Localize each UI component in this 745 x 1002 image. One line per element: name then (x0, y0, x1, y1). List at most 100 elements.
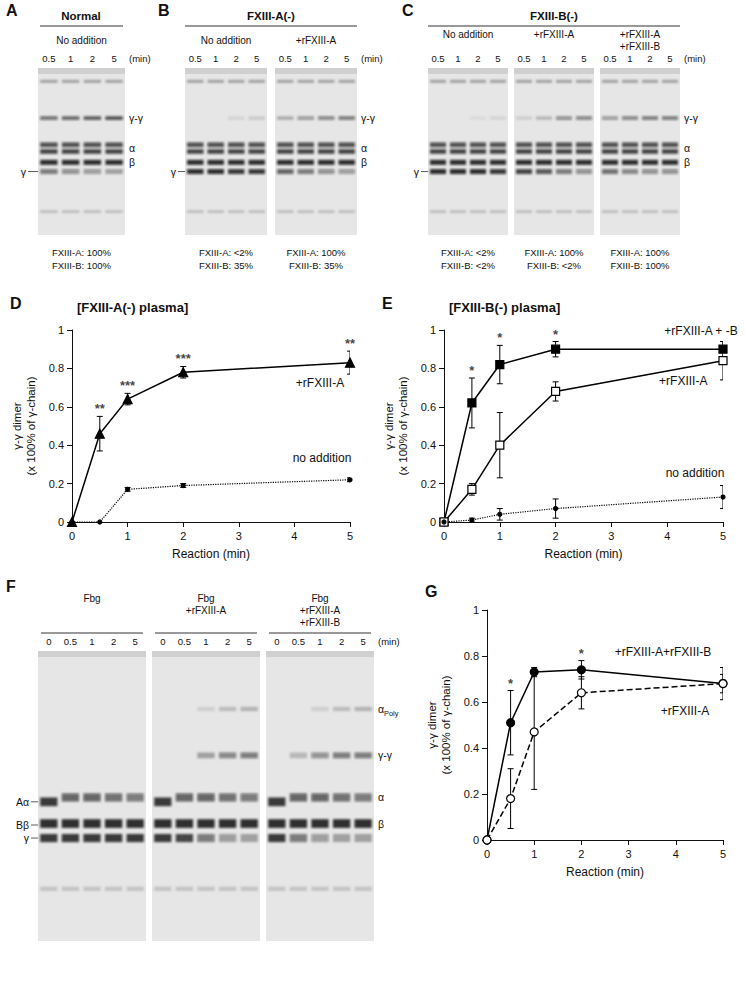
svg-text:γ-γ: γ-γ (684, 112, 699, 124)
svg-text:FXIII-A(-): FXIII-A(-) (247, 10, 295, 22)
svg-text:no addition: no addition (666, 466, 725, 480)
svg-text:0.6: 0.6 (49, 401, 64, 413)
svg-text:5: 5 (361, 636, 366, 647)
svg-text:0.5: 0.5 (279, 53, 292, 64)
svg-text:2: 2 (561, 53, 566, 64)
svg-text:2: 2 (553, 530, 559, 542)
svg-text:γ: γ (24, 832, 30, 844)
svg-text:1: 1 (455, 53, 460, 64)
svg-text:1: 1 (58, 324, 64, 336)
svg-text:5: 5 (495, 53, 500, 64)
svg-text:β: β (129, 156, 135, 168)
svg-text:*: * (553, 327, 559, 342)
svg-text:No addition: No addition (201, 35, 252, 46)
svg-text:γ-γ dimer: γ-γ dimer (426, 701, 438, 748)
svg-text:+rFXIII-A: +rFXIII-A (620, 29, 661, 40)
svg-text:0: 0 (58, 516, 64, 528)
svg-text:G: G (425, 583, 437, 600)
svg-text:Bβ: Bβ (16, 819, 29, 831)
svg-text:FXIII-B: <2%: FXIII-B: <2% (441, 260, 496, 271)
svg-text:(x 100% of γ-chain): (x 100% of γ-chain) (397, 376, 409, 475)
svg-text:FXIII-B: <2%: FXIII-B: <2% (527, 260, 582, 271)
svg-text:(min): (min) (361, 53, 383, 64)
svg-text:+rFXIII-A: +rFXIII-A (659, 374, 707, 388)
svg-text:Reaction (min): Reaction (min) (566, 865, 644, 879)
svg-text:FXIII-B(-): FXIII-B(-) (530, 10, 578, 22)
svg-text:γ-γ: γ-γ (361, 112, 376, 124)
svg-text:FXIII-B: 100%: FXIII-B: 100% (610, 260, 670, 271)
svg-text:1: 1 (89, 636, 94, 647)
svg-text:γ-γ: γ-γ (129, 112, 144, 124)
svg-text:*: * (497, 330, 503, 345)
svg-text:*: * (469, 363, 475, 378)
svg-text:Fbg: Fbg (83, 593, 100, 604)
svg-text:2: 2 (647, 53, 652, 64)
svg-text:Reaction (min): Reaction (min) (172, 547, 250, 561)
svg-text:5: 5 (344, 53, 349, 64)
svg-text:4: 4 (664, 530, 670, 542)
svg-text:FXIII-B: 35%: FXIII-B: 35% (289, 260, 343, 271)
svg-text:α: α (684, 142, 690, 154)
svg-text:γ-γ dimer: γ-γ dimer (11, 402, 23, 449)
svg-text:+rFXIII-B: +rFXIII-B (620, 41, 661, 52)
svg-text:β: β (684, 156, 690, 168)
svg-text:0.4: 0.4 (49, 439, 64, 451)
svg-text:2: 2 (180, 530, 186, 542)
svg-text:0: 0 (473, 834, 479, 846)
svg-text:0.2: 0.2 (49, 478, 64, 490)
svg-text:B: B (158, 2, 170, 19)
svg-text:4: 4 (291, 530, 297, 542)
svg-text:0.5: 0.5 (64, 636, 77, 647)
svg-text:0.8: 0.8 (464, 650, 479, 662)
svg-text:2: 2 (90, 53, 95, 64)
svg-text:2: 2 (578, 848, 584, 860)
svg-text:1: 1 (627, 53, 632, 64)
svg-text:2: 2 (225, 636, 230, 647)
svg-text:C: C (402, 2, 414, 19)
svg-text:γ: γ (171, 166, 177, 178)
svg-text:2: 2 (234, 53, 239, 64)
svg-text:0.5: 0.5 (178, 636, 191, 647)
svg-text:γ-γ: γ-γ (378, 749, 393, 761)
svg-text:5: 5 (720, 848, 726, 860)
svg-text:+rFXIII-A: +rFXIII-A (296, 376, 344, 390)
svg-text:1: 1 (430, 324, 436, 336)
svg-text:[FXIII-A(-) plasma]: [FXIII-A(-) plasma] (77, 300, 188, 315)
svg-text:FXIII-A: <2%: FXIII-A: <2% (199, 247, 254, 258)
svg-text:+rFXIII-A: +rFXIII-A (300, 605, 341, 616)
svg-text:Fbg: Fbg (197, 593, 214, 604)
svg-text:FXIII-A: 100%: FXIII-A: 100% (524, 247, 584, 258)
svg-text:α: α (378, 791, 384, 803)
svg-text:0.4: 0.4 (421, 439, 436, 451)
svg-text:***: *** (176, 351, 192, 366)
svg-text:1: 1 (473, 604, 479, 616)
svg-text:5: 5 (667, 53, 672, 64)
svg-text:3: 3 (608, 530, 614, 542)
svg-text:1: 1 (203, 636, 208, 647)
svg-text:(x 100% of γ-chain): (x 100% of γ-chain) (25, 376, 37, 475)
svg-text:5: 5 (581, 53, 586, 64)
svg-text:No addition: No addition (56, 35, 107, 46)
svg-text:*: * (508, 676, 514, 691)
svg-text:γ: γ (414, 166, 420, 178)
svg-text:(min): (min) (378, 636, 400, 647)
svg-text:1: 1 (541, 53, 546, 64)
svg-text:FXIII-A: 100%: FXIII-A: 100% (52, 247, 112, 258)
svg-text:Reaction (min): Reaction (min) (544, 547, 622, 561)
svg-text:+rFXIII-A+rFXIII-B: +rFXIII-A+rFXIII-B (615, 645, 712, 659)
svg-text:5: 5 (254, 53, 259, 64)
svg-text:+rFXIII-A + -B: +rFXIII-A + -B (664, 324, 737, 338)
svg-text:0.5: 0.5 (189, 53, 202, 64)
svg-text:0.2: 0.2 (421, 478, 436, 490)
svg-text:A: A (6, 2, 18, 19)
svg-text:FXIII-A: 100%: FXIII-A: 100% (286, 247, 346, 258)
svg-text:0.6: 0.6 (421, 401, 436, 413)
svg-text:1: 1 (303, 53, 308, 64)
svg-text:+rFXIII-A: +rFXIII-A (534, 29, 575, 40)
svg-text:2: 2 (111, 636, 116, 647)
svg-text:+rFXIII-A: +rFXIII-A (186, 605, 227, 616)
svg-text:0: 0 (46, 636, 51, 647)
svg-text:0: 0 (484, 848, 490, 860)
svg-text:4: 4 (673, 848, 679, 860)
svg-text:FXIII-A: 100%: FXIII-A: 100% (610, 247, 670, 258)
